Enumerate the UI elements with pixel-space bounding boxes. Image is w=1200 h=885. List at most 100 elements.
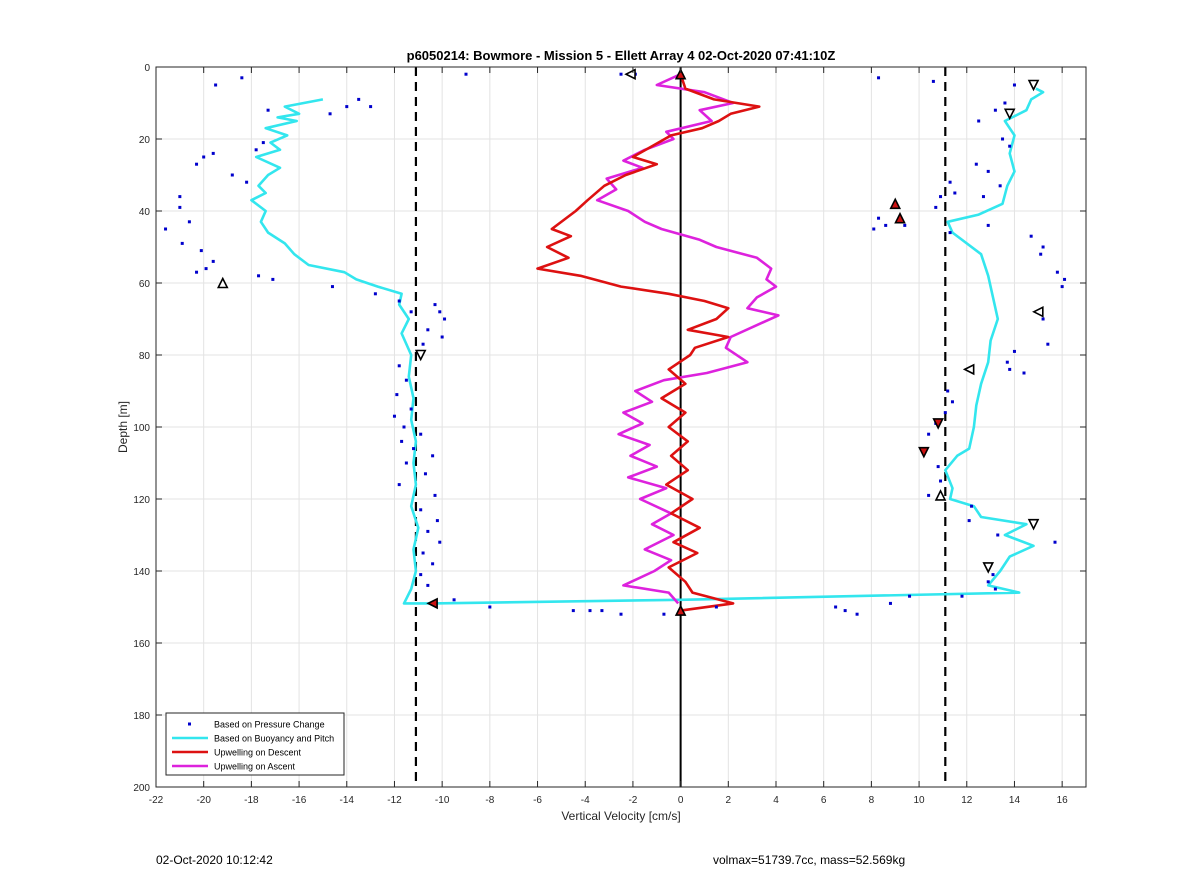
x-tick-label: -10 (435, 795, 450, 806)
x-tick-label: 0 (678, 795, 684, 806)
pressure-change-point (1053, 540, 1057, 544)
y-tick-label: 60 (139, 279, 151, 290)
legend-label: Upwelling on Ascent (214, 762, 296, 772)
pressure-change-point (404, 461, 408, 465)
x-tick-label: 2 (726, 795, 732, 806)
triangle-marker (426, 597, 438, 610)
pressure-change-point (412, 447, 416, 451)
pressure-change-point (431, 454, 435, 458)
reference-lines (414, 67, 947, 787)
pressure-change-point (164, 227, 168, 231)
y-tick-label: 40 (139, 207, 151, 218)
pressure-change-point (230, 173, 234, 177)
pressure-change-point (240, 76, 244, 80)
triangle-marker (1032, 306, 1044, 318)
x-tick-label: -2 (628, 795, 637, 806)
y-axis-label: Depth [m] (116, 401, 130, 453)
pressure-change-point (877, 216, 881, 220)
x-tick-label: 12 (961, 795, 973, 806)
triangle-marker (962, 363, 975, 376)
pressure-change-point (993, 587, 997, 591)
pressure-change-point (211, 259, 215, 263)
pressure-change-point (943, 411, 947, 415)
pressure-change-point (1003, 101, 1007, 105)
pressure-change-point (1008, 144, 1012, 148)
pressure-change-point (438, 540, 442, 544)
y-tick-label: 180 (133, 711, 150, 722)
pressure-change-point (404, 378, 408, 382)
x-tick-label: -8 (485, 795, 494, 806)
pressure-change-point (433, 493, 437, 497)
pressure-change-point (409, 310, 413, 314)
x-tick-label: 8 (869, 795, 875, 806)
pressure-change-point (908, 594, 912, 598)
pressure-change-point (960, 594, 964, 598)
pressure-change-point (419, 432, 423, 436)
series-layer (164, 67, 1067, 616)
y-tick-label: 160 (133, 639, 150, 650)
triangle-marker (982, 562, 995, 574)
pressure-change-point (888, 601, 892, 605)
pressure-change-point (452, 598, 456, 602)
pressure-change-point (939, 479, 943, 483)
pressure-change-point (435, 519, 439, 523)
pressure-change-point (950, 400, 954, 404)
pressure-change-point (993, 108, 997, 112)
pressure-change-point (1041, 245, 1045, 249)
pressure-change-point (1060, 285, 1064, 289)
pressure-change-point (936, 465, 940, 469)
pressure-change-point (254, 148, 258, 152)
x-tick-label: -4 (581, 795, 590, 806)
pressure-change-point (187, 220, 191, 224)
pressure-change-point (178, 195, 182, 199)
pressure-change-point (261, 141, 265, 145)
pressure-change-point (843, 609, 847, 613)
pressure-change-point (1041, 317, 1045, 321)
pressure-change-point (1063, 277, 1067, 281)
y-tick-label: 0 (144, 63, 150, 74)
x-axis-label: Vertical Velocity [cm/s] (561, 809, 680, 823)
pressure-change-point (400, 439, 404, 443)
chart-title: p6050214: Bowmore - Mission 5 - Ellett A… (407, 48, 836, 63)
buoyancy-pitch-line (250, 87, 1045, 605)
x-tick-label: 16 (1057, 795, 1069, 806)
pressure-change-point (330, 285, 334, 289)
pressure-change-point (204, 267, 208, 271)
pressure-change-point (834, 605, 838, 609)
pressure-change-point (245, 180, 249, 184)
tick-layer: -22 -20 -18 -16 -14 -12 -10 -8 -6 -4 -2 0 2 4 6 8 10 12 14… (133, 63, 1086, 806)
pressure-change-point (927, 493, 931, 497)
x-tick-label: -18 (244, 795, 259, 806)
pressure-change-point (257, 274, 261, 278)
pressure-change-point (178, 205, 182, 209)
pressure-change-point (1008, 367, 1012, 371)
pressure-change-point (397, 483, 401, 487)
pressure-change-point (872, 227, 876, 231)
pressure-change-point (438, 310, 442, 314)
legend-box (165, 712, 345, 776)
pressure-change-point (433, 303, 437, 307)
pressure-change-point (946, 389, 950, 393)
pressure-change-point (948, 180, 952, 184)
pressure-change-point (1022, 371, 1026, 375)
pressure-change-point (423, 472, 427, 476)
pressure-change-point (998, 184, 1002, 188)
pressure-change-point (991, 573, 995, 577)
pressure-change-point (369, 105, 373, 109)
x-tick-label: 4 (773, 795, 779, 806)
pressure-change-point (440, 335, 444, 339)
pressure-change-point (419, 508, 423, 512)
pressure-change-point (214, 83, 218, 87)
pressure-change-point (855, 612, 859, 616)
y-tick-label: 20 (139, 135, 151, 146)
pressure-change-point (1029, 234, 1033, 238)
pressure-change-point (1005, 360, 1009, 364)
pressure-change-point (619, 612, 623, 616)
pressure-change-point (714, 605, 718, 609)
pressure-change-point (948, 231, 952, 235)
triangle-marker (894, 211, 906, 224)
y-tick-label: 120 (133, 495, 150, 506)
pressure-change-point (419, 573, 423, 577)
pressure-change-point (397, 299, 401, 303)
